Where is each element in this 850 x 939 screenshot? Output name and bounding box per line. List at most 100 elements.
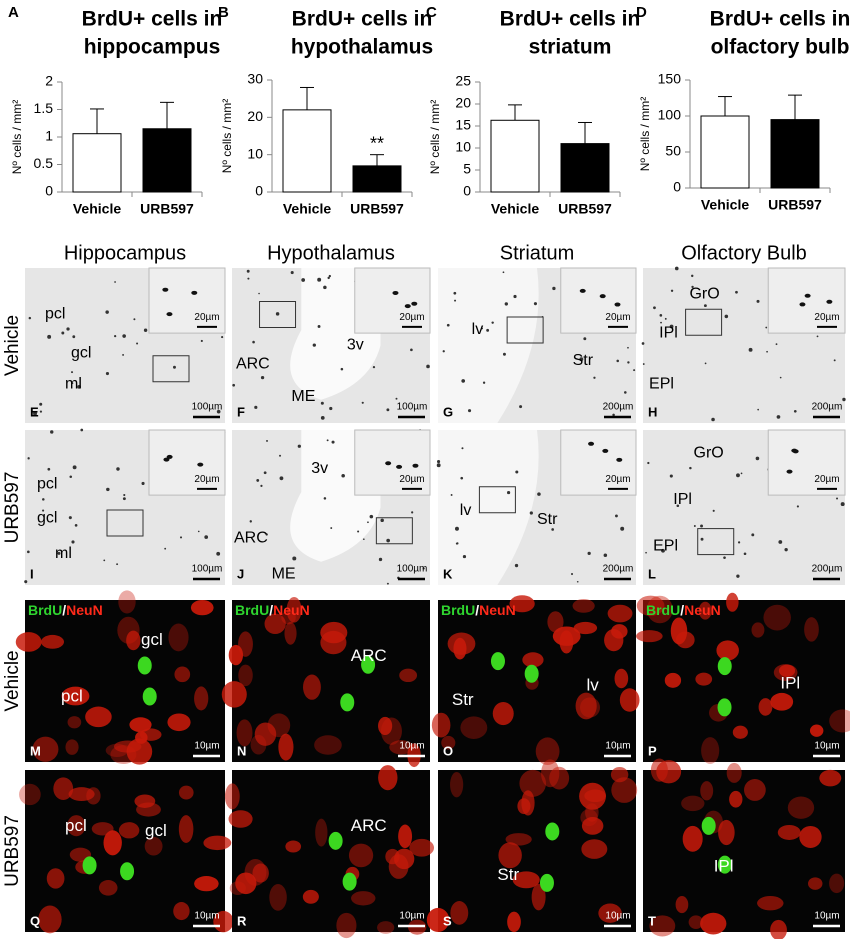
- region-label: GrO: [694, 444, 724, 461]
- y-tick-label: 0: [255, 183, 263, 199]
- inset-cell: [191, 290, 198, 295]
- cell: [258, 292, 260, 295]
- neuron: [758, 698, 773, 716]
- stain-label: BrdU/NeuN: [646, 602, 721, 618]
- cell: [68, 516, 72, 520]
- neuron: [460, 716, 488, 739]
- cell: [61, 331, 65, 335]
- x-tick-label: Vehicle: [491, 201, 539, 217]
- inset-scale-label: 20µm: [399, 312, 424, 323]
- scale-label: 200µm: [812, 564, 843, 575]
- inset-cell: [826, 299, 833, 304]
- panel-letter: R: [237, 913, 247, 928]
- neuron: [378, 765, 398, 791]
- chart-title: olfactory bulb: [711, 36, 850, 59]
- panel-letter: I: [30, 566, 34, 581]
- neuron: [178, 785, 194, 800]
- x-tick-label: URB597: [140, 201, 194, 217]
- cell: [328, 274, 331, 278]
- cell: [42, 509, 45, 512]
- cell: [114, 281, 116, 283]
- stain-part: BrdU: [441, 602, 475, 618]
- cell: [691, 274, 694, 278]
- neuron: [117, 616, 140, 644]
- scale-label: 10µm: [399, 911, 424, 922]
- inset-scale-label: 20µm: [605, 312, 630, 323]
- inset-cell: [162, 287, 169, 292]
- chart-title: BrdU+ cells in: [82, 8, 223, 31]
- cell: [265, 533, 268, 536]
- cell: [71, 382, 74, 385]
- neuron: [559, 630, 574, 654]
- chart-title: striatum: [529, 36, 612, 59]
- neuron: [348, 843, 374, 868]
- x-tick-label: URB597: [350, 201, 404, 217]
- neuron: [103, 830, 122, 856]
- inset: [560, 267, 637, 334]
- neuron: [203, 835, 232, 851]
- x-tick-label: Vehicle: [283, 201, 331, 217]
- cell: [579, 357, 584, 362]
- neuron: [829, 709, 850, 733]
- neuron: [646, 595, 673, 624]
- cell: [519, 405, 523, 409]
- neuron: [67, 716, 82, 729]
- cell: [691, 285, 694, 289]
- cell: [703, 304, 707, 308]
- row-label: URB597: [2, 815, 23, 887]
- row-label: URB597: [2, 472, 23, 544]
- cell: [587, 551, 591, 556]
- neuron: [228, 810, 253, 828]
- cell: [275, 312, 280, 316]
- neuron: [664, 672, 682, 688]
- region-label: GrO: [689, 286, 719, 303]
- neuron: [512, 871, 540, 889]
- neuron: [549, 766, 570, 790]
- inset-scale-label: 20µm: [194, 474, 219, 485]
- cell: [116, 467, 120, 471]
- cell: [216, 409, 221, 414]
- cell: [454, 299, 457, 302]
- region-label: pcl: [65, 816, 87, 835]
- cell: [320, 416, 325, 420]
- cell: [664, 317, 667, 320]
- inset-cell: [786, 469, 793, 474]
- cell: [737, 541, 741, 544]
- panel-letter: T: [648, 913, 656, 928]
- cell: [674, 266, 679, 271]
- region-label: pcl: [37, 475, 57, 492]
- cell: [380, 518, 384, 523]
- brdu-cell: [701, 816, 716, 835]
- cell: [329, 406, 333, 411]
- inset: [560, 429, 637, 496]
- cell: [197, 530, 200, 533]
- cell: [748, 347, 753, 352]
- neuron: [675, 895, 689, 914]
- bar: [560, 143, 610, 193]
- cell: [386, 538, 391, 543]
- neuron: [135, 731, 148, 744]
- y-axis-label: Nº cells / mm²: [428, 100, 442, 174]
- cell: [775, 343, 778, 346]
- cell: [735, 290, 738, 294]
- neuron: [86, 787, 101, 805]
- cell: [740, 472, 743, 475]
- cell: [204, 535, 209, 539]
- neuron: [505, 833, 532, 846]
- inset-cell: [412, 463, 419, 468]
- stain-part: /: [680, 602, 684, 618]
- cell: [71, 371, 74, 374]
- region-label: lv: [460, 502, 472, 519]
- neuron: [695, 672, 713, 686]
- region-label: Str: [452, 690, 474, 709]
- neuron: [619, 688, 640, 712]
- brdu-cell: [340, 693, 355, 712]
- neuron: [770, 919, 787, 939]
- neuron: [636, 630, 663, 643]
- y-tick-label: 0: [673, 179, 681, 195]
- neuron: [649, 915, 676, 937]
- brdu-cell: [545, 822, 560, 841]
- cell: [670, 289, 674, 292]
- y-tick-label: 15: [455, 117, 471, 133]
